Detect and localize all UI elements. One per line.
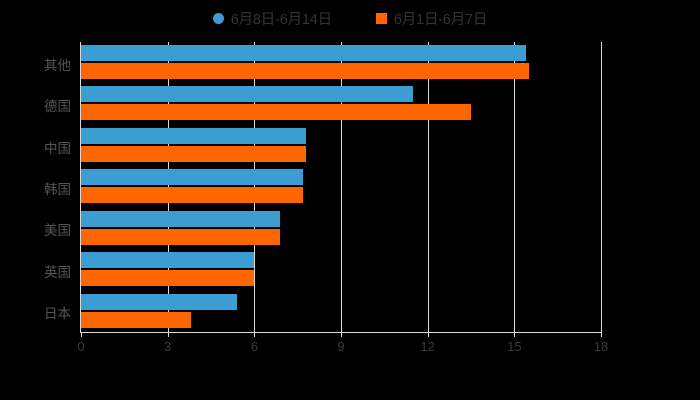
gridline <box>427 42 429 332</box>
chart-legend: 6月8日-6月14日 6月1日-6月7日 <box>0 8 700 29</box>
bar[interactable] <box>81 270 255 287</box>
bar[interactable] <box>81 145 307 162</box>
legend-marker-circle-icon <box>212 13 224 24</box>
x-axis-tick-label: 9 <box>337 339 345 354</box>
bar[interactable] <box>81 127 307 144</box>
bar[interactable] <box>81 311 191 328</box>
bar-group <box>81 291 601 332</box>
plot-area: 0 3 6 9 12 15 18 <box>77 42 608 354</box>
bar[interactable] <box>81 45 526 61</box>
y-axis-category-label: 中国 <box>44 140 71 156</box>
bar[interactable] <box>81 86 414 103</box>
gridline <box>514 42 516 332</box>
bar-group <box>81 249 601 290</box>
legend-label-series-1: 6月1日-6月7日 <box>393 12 488 28</box>
legend-label-series-0: 6月8日-6月14日 <box>230 12 332 28</box>
bar[interactable] <box>81 169 304 186</box>
gridline <box>167 42 169 332</box>
bar-group <box>81 125 601 166</box>
gridline <box>254 42 256 332</box>
bar[interactable] <box>81 210 281 227</box>
bar[interactable] <box>81 252 255 269</box>
bar[interactable] <box>81 187 304 204</box>
x-axis-tick-mark <box>427 332 429 337</box>
x-axis-tick-label: 18 <box>593 339 609 354</box>
bar[interactable] <box>81 104 471 121</box>
y-axis-category-labels: 其他德国中国韩国美国英国日本 <box>0 42 71 332</box>
x-axis-tick-mark <box>167 332 169 337</box>
x-axis-tick-mark <box>341 332 342 337</box>
bar-group <box>81 42 601 83</box>
x-axis-tick-label: 6 <box>250 339 258 354</box>
x-axis-tick-mark <box>81 332 82 337</box>
bar-group <box>81 83 601 124</box>
x-axis-tick-label: 0 <box>77 339 85 354</box>
legend-marker-square-icon <box>375 13 387 24</box>
x-axis-line <box>80 332 601 333</box>
y-axis-category-label: 其他 <box>44 57 71 73</box>
bar-group <box>81 166 601 207</box>
x-axis-tick-label: 15 <box>507 339 522 354</box>
x-axis-tick-label: 3 <box>164 339 172 354</box>
y-axis-category-label: 日本 <box>44 306 71 322</box>
bar[interactable] <box>81 228 281 245</box>
y-axis-category-label: 美国 <box>44 223 71 239</box>
bar[interactable] <box>81 293 237 310</box>
y-axis-category-label: 英国 <box>44 264 71 280</box>
legend-entry-series-1[interactable]: 6月1日-6月7日 <box>375 8 488 29</box>
y-axis-line <box>80 42 81 332</box>
bar[interactable] <box>81 63 529 79</box>
x-axis-tick-label: 12 <box>420 339 435 354</box>
y-axis-category-label: 韩国 <box>44 182 71 197</box>
x-axis-tick-mark <box>254 332 256 337</box>
bar-group <box>81 208 601 249</box>
x-axis-tick-mark <box>514 332 516 337</box>
y-axis-category-label: 德国 <box>44 99 71 115</box>
gridline <box>341 42 342 332</box>
gridline <box>601 42 602 332</box>
x-axis-tick-mark <box>601 332 602 337</box>
legend-entry-series-0[interactable]: 6月8日-6月14日 <box>212 8 332 29</box>
